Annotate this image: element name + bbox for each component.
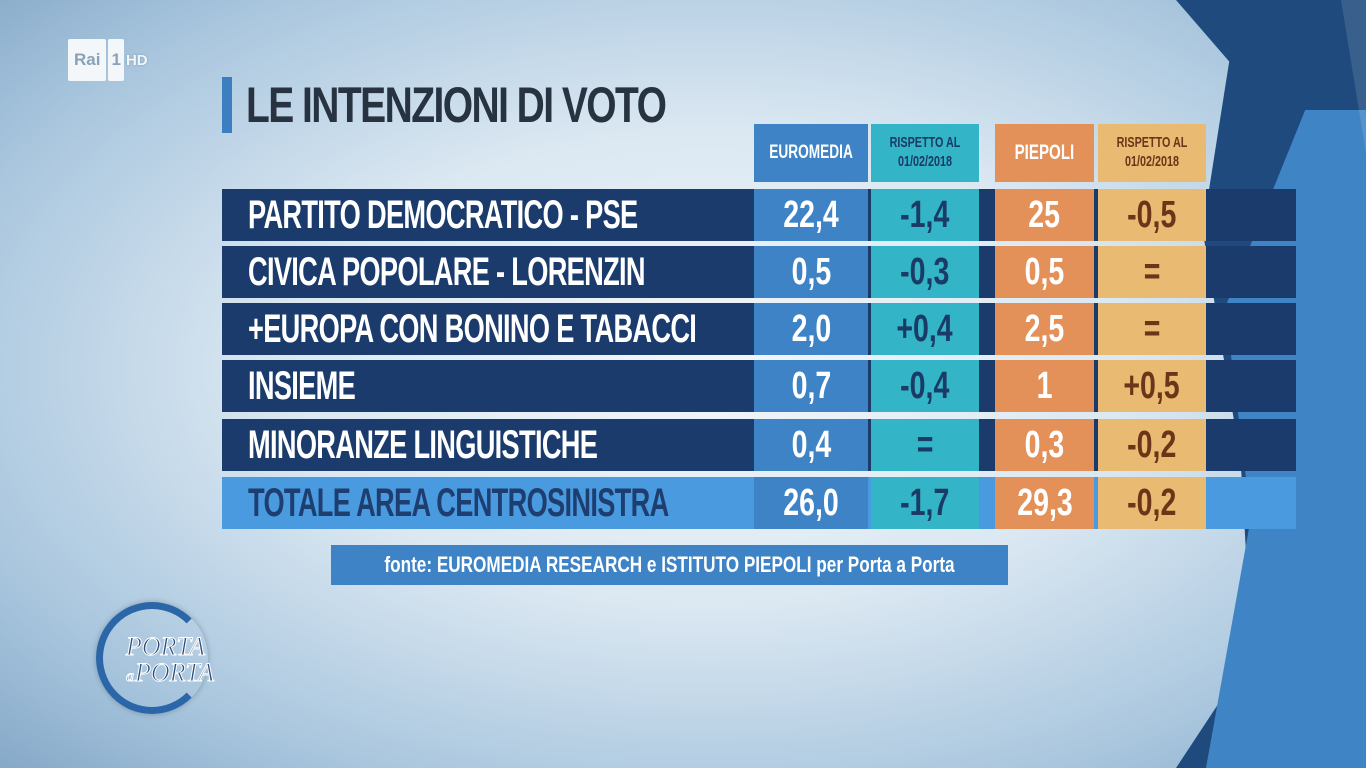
title-text: LE INTENZIONI DI VOTO — [246, 77, 667, 133]
piepoli-value: 29,3 — [995, 477, 1094, 529]
euromedia-value: 0,7 — [754, 360, 868, 412]
table-row: CIVICA POPOLARE - LORENZIN 0,5 -0,3 0,5 … — [222, 246, 1296, 298]
euromedia-change: = — [871, 419, 979, 471]
channel-number: 1 — [108, 39, 124, 81]
party-name: MINORANZE LINGUISTICHE — [248, 422, 598, 467]
table-row: +EUROPA CON BONINO E TABACCI 2,0 +0,4 2,… — [222, 303, 1296, 355]
euromedia-change: -0,4 — [871, 360, 979, 412]
source-caption: fonte: EUROMEDIA RESEARCH e ISTITUTO PIE… — [331, 545, 1008, 585]
show-logo-line1: PORTA — [126, 632, 206, 662]
piepoli-value: 25 — [995, 189, 1094, 241]
channel-logo: Rai 1 HD — [68, 39, 148, 81]
party-name: PARTITO DEMOCRATICO - PSE — [248, 192, 638, 237]
euromedia-change: -1,7 — [871, 477, 979, 529]
table-row: MINORANZE LINGUISTICHE 0,4 = 0,3 -0,2 — [222, 419, 1296, 471]
piepoli-value: 1 — [995, 360, 1094, 412]
piepoli-change: -0,2 — [1098, 477, 1206, 529]
piepoli-change: +0,5 — [1098, 360, 1206, 412]
table-row: PARTITO DEMOCRATICO - PSE 22,4 -1,4 25 -… — [222, 189, 1296, 241]
euromedia-change: -1,4 — [871, 189, 979, 241]
table-row: INSIEME 0,7 -0,4 1 +0,5 — [222, 360, 1296, 412]
show-logo-line2: aPORTA — [126, 658, 215, 688]
party-name: +EUROPA CON BONINO E TABACCI — [248, 306, 697, 351]
euromedia-value: 0,5 — [754, 246, 868, 298]
column-header-piepoli: PIEPOLI — [995, 124, 1094, 182]
logo-ring-icon — [96, 602, 208, 714]
euromedia-change: -0,3 — [871, 246, 979, 298]
show-logo: PORTA aPORTA — [96, 600, 256, 720]
piepoli-change: -0,2 — [1098, 419, 1206, 471]
party-name: INSIEME — [248, 363, 356, 408]
title-accent-bar — [222, 77, 232, 133]
table-row-total: TOTALE AREA CENTROSINISTRA 26,0 -1,7 29,… — [222, 477, 1296, 529]
party-name: CIVICA POPOLARE - LORENZIN — [248, 249, 646, 294]
column-header-euromedia: EUROMEDIA — [754, 124, 868, 182]
party-name: TOTALE AREA CENTROSINISTRA — [248, 480, 669, 525]
euromedia-value: 2,0 — [754, 303, 868, 355]
euromedia-value: 22,4 — [754, 189, 868, 241]
piepoli-value: 0,3 — [995, 419, 1094, 471]
piepoli-value: 0,5 — [995, 246, 1094, 298]
channel-quality: HD — [125, 51, 148, 69]
piepoli-change: -0,5 — [1098, 189, 1206, 241]
euromedia-value: 26,0 — [754, 477, 868, 529]
piepoli-value: 2,5 — [995, 303, 1094, 355]
euromedia-change: +0,4 — [871, 303, 979, 355]
column-header-euromedia-change: RISPETTO AL 01/02/2018 — [871, 124, 979, 182]
channel-brand: Rai — [68, 39, 107, 81]
piepoli-change: = — [1098, 303, 1206, 355]
column-header-piepoli-change: RISPETTO AL 01/02/2018 — [1098, 124, 1206, 182]
piepoli-change: = — [1098, 246, 1206, 298]
source-text: fonte: EUROMEDIA RESEARCH e ISTITUTO PIE… — [384, 552, 955, 577]
euromedia-value: 0,4 — [754, 419, 868, 471]
page-title: LE INTENZIONI DI VOTO — [222, 76, 784, 134]
